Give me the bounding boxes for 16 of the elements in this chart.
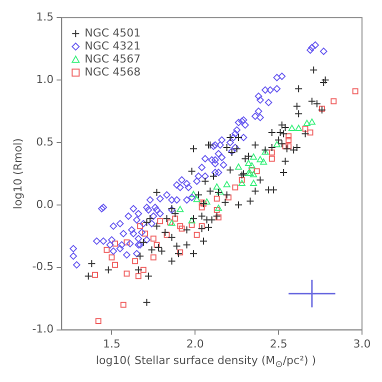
y-tick-label: 0.5	[36, 135, 54, 148]
y-tick-label: -1.0	[32, 322, 54, 336]
y-tick-label: 1.0	[36, 72, 54, 86]
legend-label: NGC 4321	[84, 39, 141, 52]
y-axis-title: log10 (Rmol)	[11, 138, 24, 210]
x-axis-title: log10( Stellar surface density (M$_{⊙}$/pc²) )	[94, 354, 318, 370]
x-tick-label: 1.5	[102, 337, 120, 350]
y-tick-label: 1.5	[36, 10, 54, 24]
x-tick-label: 2.0	[186, 337, 204, 350]
x-tick-label: 3.0	[353, 337, 371, 350]
y-tick-label: 0.0	[36, 198, 54, 211]
legend-label: NGC 4567	[84, 52, 141, 66]
legend-label: NGC 4568	[84, 65, 141, 78]
legend-label: NGC 4501	[84, 26, 141, 40]
y-tick-label: -0.5	[32, 260, 54, 274]
x-tick-label: 2.5	[270, 337, 288, 350]
